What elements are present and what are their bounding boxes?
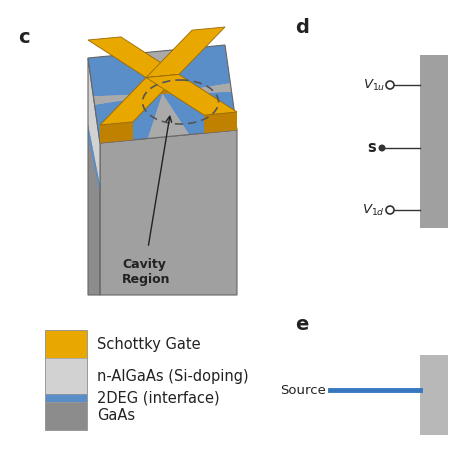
Polygon shape xyxy=(88,45,237,143)
Bar xyxy=(45,394,87,402)
Text: Cavity
Region: Cavity Region xyxy=(122,258,171,286)
Bar xyxy=(420,355,448,435)
Text: n-AlGaAs (Si-doping): n-AlGaAs (Si-doping) xyxy=(97,368,249,383)
Text: e: e xyxy=(295,315,309,334)
Polygon shape xyxy=(100,74,179,125)
Text: 2DEG (interface): 2DEG (interface) xyxy=(97,391,219,405)
Polygon shape xyxy=(163,92,237,135)
Bar xyxy=(45,358,87,394)
Bar xyxy=(45,330,87,358)
Text: $V_{1u}$: $V_{1u}$ xyxy=(363,77,385,92)
Polygon shape xyxy=(204,112,237,133)
Polygon shape xyxy=(88,58,100,185)
Polygon shape xyxy=(146,74,237,115)
Text: $V_{1d}$: $V_{1d}$ xyxy=(362,202,385,218)
Text: s: s xyxy=(367,140,376,155)
Polygon shape xyxy=(148,94,189,138)
Bar xyxy=(45,402,87,430)
Polygon shape xyxy=(163,45,230,94)
Bar xyxy=(420,55,448,228)
Text: c: c xyxy=(18,28,29,47)
Polygon shape xyxy=(88,58,100,295)
Text: GaAs: GaAs xyxy=(97,409,135,423)
Text: Schottky Gate: Schottky Gate xyxy=(97,337,201,352)
Circle shape xyxy=(379,145,385,152)
Polygon shape xyxy=(88,124,100,193)
Polygon shape xyxy=(146,74,179,96)
Polygon shape xyxy=(100,122,133,143)
Polygon shape xyxy=(146,74,179,96)
Bar xyxy=(45,330,87,430)
Polygon shape xyxy=(88,37,179,78)
Polygon shape xyxy=(136,50,177,94)
Polygon shape xyxy=(100,130,237,295)
Polygon shape xyxy=(163,83,232,94)
Polygon shape xyxy=(93,94,163,105)
Polygon shape xyxy=(88,54,163,96)
Polygon shape xyxy=(95,94,163,143)
Polygon shape xyxy=(146,27,225,78)
Text: d: d xyxy=(295,18,309,37)
Text: Source: Source xyxy=(280,383,326,396)
